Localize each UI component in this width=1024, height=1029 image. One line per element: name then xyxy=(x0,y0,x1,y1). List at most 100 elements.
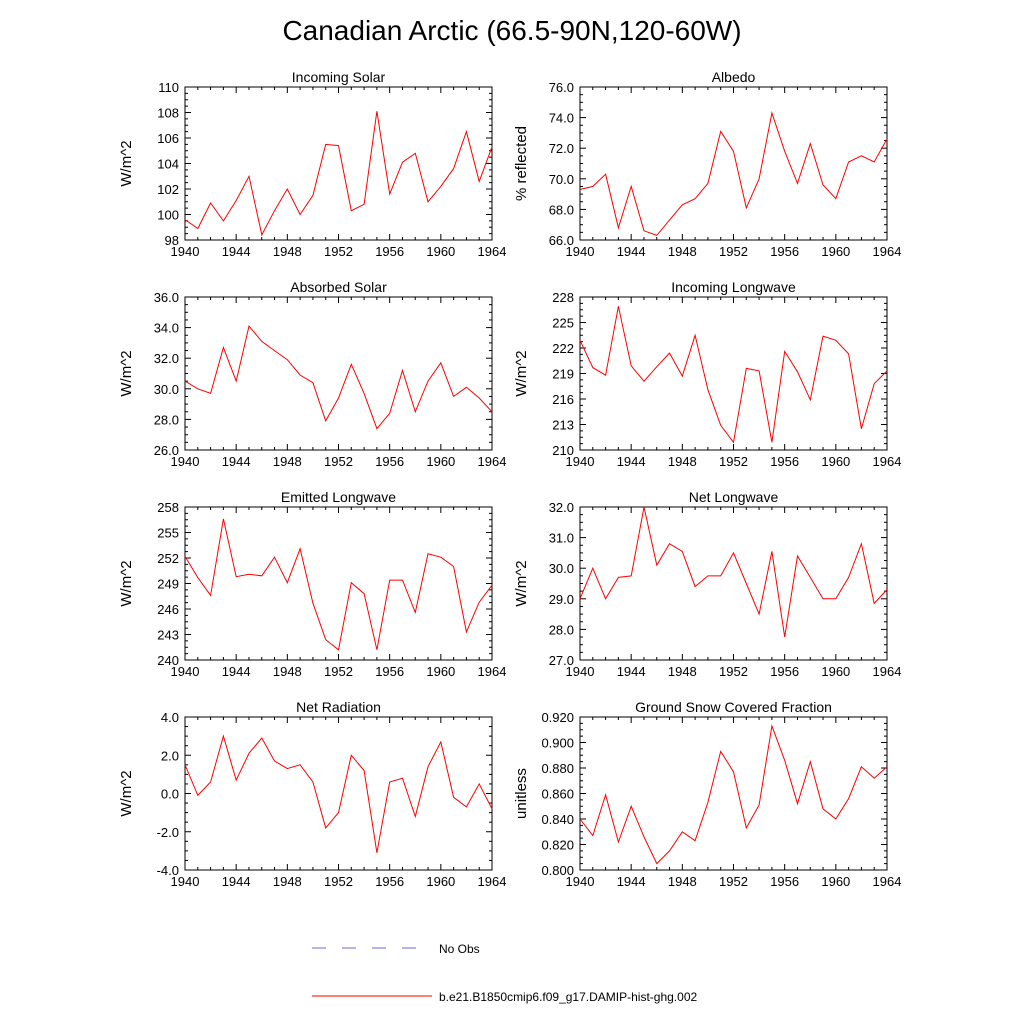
net-radiation-frame xyxy=(184,716,493,871)
panel-ground-snow-covered-fraction: Ground Snow Covered Fraction unitless 1940… xyxy=(513,699,901,889)
emitted-longwave-xtick-label: 1956 xyxy=(375,664,404,679)
ground-snow-covered-fraction-ytick-label: 0.900 xyxy=(541,736,574,751)
net-longwave-ytick-label: 27.0 xyxy=(549,653,574,668)
albedo-frame xyxy=(579,86,888,241)
net-radiation-ylabel: W/m^2 xyxy=(118,770,135,816)
incoming-solar-ytick-label: 110 xyxy=(158,80,179,95)
net-longwave-ytick-label: 32.0 xyxy=(549,500,574,515)
incoming-longwave-xtick-label: 1952 xyxy=(719,454,748,469)
incoming-longwave-xtick-label: 1944 xyxy=(617,454,646,469)
ground-snow-covered-fraction-ytick-label: 0.840 xyxy=(541,812,574,827)
ground-snow-covered-fraction-xtick-label: 1940 xyxy=(566,874,595,889)
net-longwave-frame xyxy=(579,506,888,661)
absorbed-solar-xtick-label: 1952 xyxy=(324,454,353,469)
net-longwave-ytick-label: 31.0 xyxy=(549,531,574,546)
panel-net-radiation: Net Radiation W/m^2 1940 1944 1948 1952 1956 19… xyxy=(118,699,506,889)
incoming-longwave-frame xyxy=(579,296,888,451)
albedo-xtick-label: 1964 xyxy=(873,244,902,259)
albedo-xtick-label: 1940 xyxy=(566,244,595,259)
emitted-longwave-ytick-label: 240 xyxy=(157,653,179,668)
panels: Incoming Solar W/m^2 1940 1944 1948 1952 1956 1… xyxy=(118,69,901,889)
albedo-ytick-label: 68.0 xyxy=(549,202,574,217)
albedo-ytick-label: 74.0 xyxy=(549,111,574,126)
incoming-solar-xtick-label: 1960 xyxy=(426,244,455,259)
absorbed-solar-xtick-label: 1948 xyxy=(273,454,302,469)
albedo-ytick-label: 66.0 xyxy=(549,233,574,248)
incoming-solar-ytick-label: 108 xyxy=(157,106,179,121)
emitted-longwave-ytick-label: 249 xyxy=(157,577,179,592)
net-longwave-xtick-label: 1952 xyxy=(719,664,748,679)
ground-snow-covered-fraction-ytick-label: 0.860 xyxy=(541,787,574,802)
net-longwave-ytick-label: 28.0 xyxy=(549,622,574,637)
ground-snow-covered-fraction-ytick-label: 0.880 xyxy=(541,761,574,776)
emitted-longwave-ytick-label: 252 xyxy=(157,551,179,566)
albedo-xtick-label: 1952 xyxy=(719,244,748,259)
incoming-solar-xtick-label: 1956 xyxy=(375,244,404,259)
net-longwave-ylabel: W/m^2 xyxy=(513,560,530,606)
absorbed-solar-xtick-label: 1956 xyxy=(375,454,404,469)
net-radiation-xtick-label: 1964 xyxy=(478,874,507,889)
incoming-longwave-ylabel: W/m^2 xyxy=(513,350,530,396)
absorbed-solar-frame xyxy=(184,296,493,451)
absorbed-solar-title: Absorbed Solar xyxy=(290,279,387,295)
albedo-ytick-label: 76.0 xyxy=(549,80,574,95)
albedo-series-line xyxy=(579,111,888,236)
incoming-solar-xtick-label: 1948 xyxy=(273,244,302,259)
net-longwave-xtick-label: 1956 xyxy=(770,664,799,679)
incoming-longwave-ytick-label: 216 xyxy=(552,392,574,407)
panel-emitted-longwave: Emitted Longwave W/m^2 1940 1944 1948 1952 195… xyxy=(118,489,506,679)
absorbed-solar-ytick-label: 36.0 xyxy=(154,290,179,305)
incoming-solar-series-line xyxy=(184,111,493,237)
incoming-longwave-xtick-label: 1948 xyxy=(668,454,697,469)
ground-snow-covered-fraction-xtick-label: 1944 xyxy=(617,874,646,889)
absorbed-solar-ytick-label: 30.0 xyxy=(154,382,179,397)
net-longwave-title: Net Longwave xyxy=(689,489,779,505)
albedo-xtick-label: 1948 xyxy=(668,244,697,259)
net-longwave-xtick-label: 1944 xyxy=(617,664,646,679)
net-radiation-ytick-label: 4.0 xyxy=(161,710,179,725)
incoming-longwave-series-line xyxy=(579,306,888,444)
incoming-solar-ylabel: W/m^2 xyxy=(118,140,135,186)
emitted-longwave-title: Emitted Longwave xyxy=(281,489,396,505)
panel-net-longwave: Net Longwave W/m^2 1940 1944 1948 1952 1956 196… xyxy=(513,489,901,679)
ground-snow-covered-fraction-ytick-label: 0.920 xyxy=(541,710,574,725)
emitted-longwave-ylabel: W/m^2 xyxy=(118,560,135,606)
emitted-longwave-ytick-label: 243 xyxy=(157,628,179,643)
net-longwave-xtick-label: 1960 xyxy=(821,664,850,679)
ground-snow-covered-fraction-title: Ground Snow Covered Fraction xyxy=(635,699,832,715)
net-radiation-ytick-label: -2.0 xyxy=(157,825,179,840)
net-radiation-series-line xyxy=(184,734,493,853)
incoming-longwave-ytick-label: 225 xyxy=(552,316,574,331)
panel-albedo: Albedo % reflected 1940 1944 1948 1952 1956 196… xyxy=(513,69,901,259)
net-radiation-ytick-label: 2.0 xyxy=(161,748,179,763)
albedo-ytick-label: 70.0 xyxy=(549,172,574,187)
net-radiation-title: Net Radiation xyxy=(296,699,381,715)
albedo-xtick-label: 1956 xyxy=(770,244,799,259)
incoming-longwave-xtick-label: 1964 xyxy=(873,454,902,469)
emitted-longwave-xtick-label: 1960 xyxy=(426,664,455,679)
incoming-longwave-ytick-label: 210 xyxy=(552,443,574,458)
emitted-longwave-xtick-label: 1952 xyxy=(324,664,353,679)
incoming-solar-xtick-label: 1940 xyxy=(171,244,200,259)
incoming-longwave-ytick-label: 222 xyxy=(552,341,574,356)
incoming-solar-ytick-label: 100 xyxy=(157,208,179,223)
legend-model-label: b.e21.B1850cmip6.f09_g17.DAMIP-hist-ghg.… xyxy=(439,990,697,1004)
net-radiation-xtick-label: 1940 xyxy=(171,874,200,889)
incoming-solar-xtick-label: 1964 xyxy=(478,244,507,259)
incoming-solar-ytick-label: 102 xyxy=(157,182,179,197)
incoming-solar-frame xyxy=(184,86,493,241)
net-radiation-xtick-label: 1960 xyxy=(426,874,455,889)
incoming-solar-ytick-label: 106 xyxy=(157,131,179,146)
incoming-longwave-ytick-label: 219 xyxy=(552,367,574,382)
ground-snow-covered-fraction-xtick-label: 1960 xyxy=(821,874,850,889)
net-radiation-xtick-label: 1948 xyxy=(273,874,302,889)
net-radiation-xtick-label: 1956 xyxy=(375,874,404,889)
ground-snow-covered-fraction-xtick-label: 1956 xyxy=(770,874,799,889)
incoming-longwave-ytick-label: 228 xyxy=(552,290,574,305)
ground-snow-covered-fraction-xtick-label: 1964 xyxy=(873,874,902,889)
incoming-longwave-xtick-label: 1956 xyxy=(770,454,799,469)
ground-snow-covered-fraction-xtick-label: 1948 xyxy=(668,874,697,889)
incoming-longwave-title: Incoming Longwave xyxy=(671,279,796,295)
